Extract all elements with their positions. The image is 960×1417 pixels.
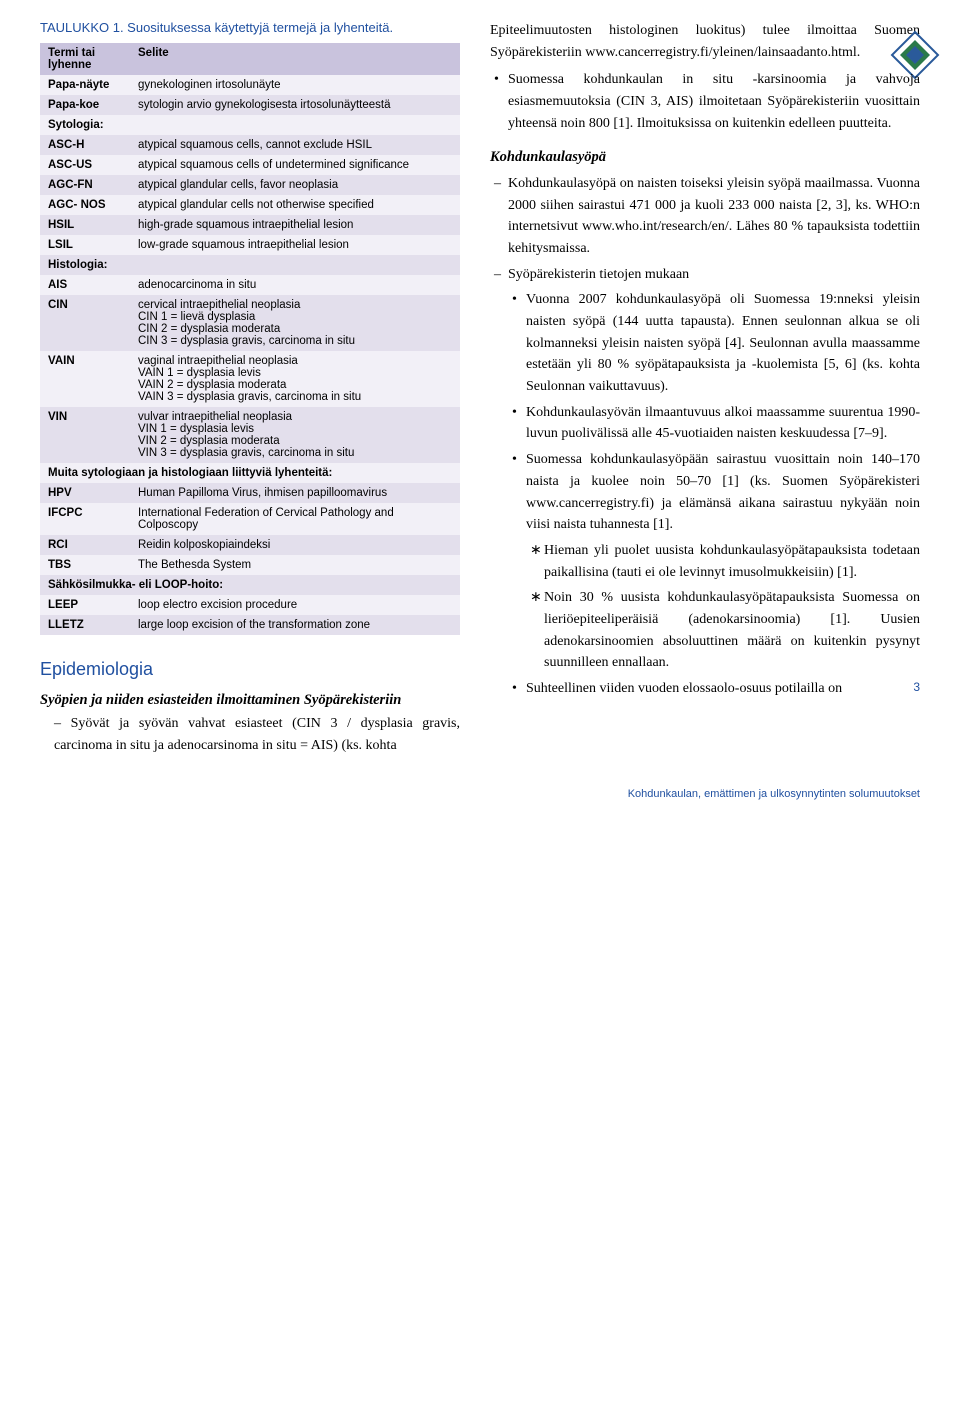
left-body-text: – Syövät ja syövän vahvat esiasteet (CIN… xyxy=(40,713,460,756)
table-section-cell: Sytologia: xyxy=(40,115,460,135)
table-row: IFCPCInternational Federation of Cervica… xyxy=(40,503,460,535)
right-bullet-2-3-text: Suomessa kohdunkaulasyöpään sairastuu vu… xyxy=(526,452,920,532)
table-term-cell: HPV xyxy=(40,483,130,503)
table-desc-cell: atypical squamous cells, cannot exclude … xyxy=(130,135,460,155)
table-section-cell: Sähkösilmukka- eli LOOP-hoito: xyxy=(40,575,460,595)
table-term-cell: IFCPC xyxy=(40,503,130,535)
table-header-term: Termi tai lyhenne xyxy=(40,43,130,75)
table-term-cell: Papa-näyte xyxy=(40,75,130,95)
right-bullet-1: Suomessa kohdunkaulan in situ -karsinoom… xyxy=(508,69,920,134)
table-term-cell: LLETZ xyxy=(40,615,130,635)
table-row: HPVHuman Papilloma Virus, ihmisen papill… xyxy=(40,483,460,503)
table-desc-cell: adenocarcinoma in situ xyxy=(130,275,460,295)
subsection-kohdunkaula: Kohdunkaulasyöpä xyxy=(490,146,920,168)
table-row: Papa-näytegynekologinen irtosolunäyte xyxy=(40,75,460,95)
table-term-cell: CIN xyxy=(40,295,130,351)
table-desc-cell: sytologin arvio gynekologisesta irtosolu… xyxy=(130,95,460,115)
right-bullet-2-1: Vuonna 2007 kohdunkaulasyöpä oli Suomess… xyxy=(526,289,920,397)
table-row: LEEPloop electro excision procedure xyxy=(40,595,460,615)
right-star-1: Hieman yli puolet uusista kohdunkaulasyö… xyxy=(544,540,920,583)
table-row: CINcervical intraepithelial neoplasiaCIN… xyxy=(40,295,460,351)
table-desc-cell: atypical glandular cells not otherwise s… xyxy=(130,195,460,215)
table-desc-cell: atypical glandular cells, favor neoplasi… xyxy=(130,175,460,195)
table-header-desc: Selite xyxy=(130,43,460,75)
table-term-cell: AGC-FN xyxy=(40,175,130,195)
table-row: LLETZlarge loop excision of the transfor… xyxy=(40,615,460,635)
table-desc-cell: cervical intraepithelial neoplasiaCIN 1 … xyxy=(130,295,460,351)
right-dash-1: Kohdunkaulasyöpä on naisten toiseksi yle… xyxy=(508,173,920,260)
table-row: AGC-FNatypical glandular cells, favor ne… xyxy=(40,175,460,195)
terms-table: Termi tai lyhenne Selite Papa-näytegynek… xyxy=(40,43,460,635)
table-desc-cell: vaginal intraepithelial neoplasiaVAIN 1 … xyxy=(130,351,460,407)
table-row: HSILhigh-grade squamous intraepithelial … xyxy=(40,215,460,235)
table-desc-cell: large loop excision of the transformatio… xyxy=(130,615,460,635)
right-dash-2-text: Syöpärekisterin tietojen mukaan xyxy=(508,267,689,282)
table-row: ASC-USatypical squamous cells of undeter… xyxy=(40,155,460,175)
table-desc-cell: low-grade squamous intraepithelial lesio… xyxy=(130,235,460,255)
table-term-cell: TBS xyxy=(40,555,130,575)
table-desc-cell: vulvar intraepithelial neoplasiaVIN 1 = … xyxy=(130,407,460,463)
table-desc-cell: high-grade squamous intraepithelial lesi… xyxy=(130,215,460,235)
table-term-cell: LEEP xyxy=(40,595,130,615)
table-term-cell: ASC-H xyxy=(40,135,130,155)
table-row: RCIReidin kolposkopiaindeksi xyxy=(40,535,460,555)
table-desc-cell: Reidin kolposkopiaindeksi xyxy=(130,535,460,555)
section-heading-epidemiology: Epidemiologia xyxy=(40,659,460,680)
table-section-cell: Muita sytologiaan ja histologiaan liitty… xyxy=(40,463,460,483)
table-row: Sytologia: xyxy=(40,115,460,135)
table-row: Papa-koesytologin arvio gynekologisesta … xyxy=(40,95,460,115)
table-desc-cell: Human Papilloma Virus, ihmisen papilloom… xyxy=(130,483,460,503)
table-row: VAINvaginal intraepithelial neoplasiaVAI… xyxy=(40,351,460,407)
right-star-2: Noin 30 % uusista kohdunkaulasyöpätapauk… xyxy=(544,587,920,674)
table-desc-cell: loop electro excision procedure xyxy=(130,595,460,615)
table-desc-cell: International Federation of Cervical Pat… xyxy=(130,503,460,535)
table-row: LSILlow-grade squamous intraepithelial l… xyxy=(40,235,460,255)
table-term-cell: VAIN xyxy=(40,351,130,407)
table-desc-cell: gynekologinen irtosolunäyte xyxy=(130,75,460,95)
right-bullet-2-4: Suhteellinen viiden vuoden elossaolo-osu… xyxy=(526,678,920,700)
table-term-cell: HSIL xyxy=(40,215,130,235)
table-term-cell: RCI xyxy=(40,535,130,555)
table-term-cell: AIS xyxy=(40,275,130,295)
table-term-cell: LSIL xyxy=(40,235,130,255)
footer-text: Kohdunkaulan, emättimen ja ulkosynnytint… xyxy=(0,776,960,820)
table-title: TAULUKKO 1. Suosituksessa käytettyjä ter… xyxy=(40,20,460,35)
table-row: ASC-Hatypical squamous cells, cannot exc… xyxy=(40,135,460,155)
table-row: AGC- NOSatypical glandular cells not oth… xyxy=(40,195,460,215)
right-bullet-2-3: Suomessa kohdunkaulasyöpään sairastuu vu… xyxy=(526,449,920,674)
table-desc-cell: atypical squamous cells of undetermined … xyxy=(130,155,460,175)
subsection-heading: Syöpien ja niiden esiasteiden ilmoittami… xyxy=(40,692,460,709)
right-bullet-2-4-text: Suhteellinen viiden vuoden elossaolo-osu… xyxy=(526,681,842,696)
table-term-cell: VIN xyxy=(40,407,130,463)
table-row: Muita sytologiaan ja histologiaan liitty… xyxy=(40,463,460,483)
table-term-cell: Papa-koe xyxy=(40,95,130,115)
table-row: VINvulvar intraepithelial neoplasiaVIN 1… xyxy=(40,407,460,463)
right-bullet-2-2: Kohdunkaulasyövän ilmaantuvuus alkoi maa… xyxy=(526,402,920,445)
table-desc-cell: The Bethesda System xyxy=(130,555,460,575)
right-para-1: Epiteelimuutosten histologinen luokitus)… xyxy=(490,20,920,63)
table-row: Sähkösilmukka- eli LOOP-hoito: xyxy=(40,575,460,595)
page-number: 3 xyxy=(913,678,920,697)
table-section-cell: Histologia: xyxy=(40,255,460,275)
table-term-cell: ASC-US xyxy=(40,155,130,175)
table-term-cell: AGC- NOS xyxy=(40,195,130,215)
table-row: TBSThe Bethesda System xyxy=(40,555,460,575)
table-row: AISadenocarcinoma in situ xyxy=(40,275,460,295)
table-row: Histologia: xyxy=(40,255,460,275)
right-dash-2: Syöpärekisterin tietojen mukaan Vuonna 2… xyxy=(508,264,920,700)
